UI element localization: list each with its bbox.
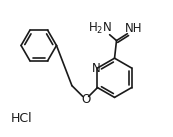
Text: H$_2$N: H$_2$N [88, 21, 112, 36]
Text: NH: NH [125, 22, 142, 35]
Text: O: O [81, 93, 90, 106]
Text: N: N [92, 62, 101, 75]
Text: HCl: HCl [11, 112, 33, 125]
